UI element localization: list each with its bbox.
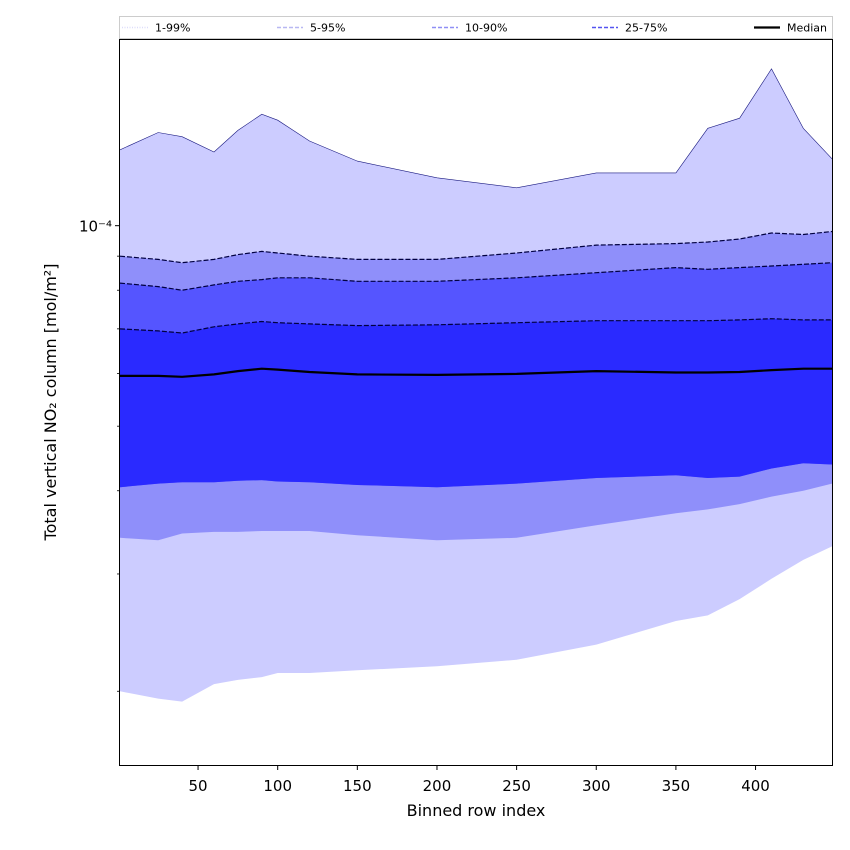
median-line xyxy=(120,367,832,378)
y-tick-label: 10⁻⁴ xyxy=(79,218,112,236)
y-axis-title: Total vertical NO₂ column [mol/m²] xyxy=(41,264,60,542)
axes-frame xyxy=(119,39,833,766)
band-25-75pct xyxy=(120,318,832,488)
plot-area xyxy=(120,68,832,702)
y-axis: 10⁻⁴ xyxy=(79,218,120,692)
legend-label: 5-95% xyxy=(310,22,345,35)
legend-label: 25-75% xyxy=(625,22,667,35)
x-tick-label: 350 xyxy=(662,777,691,795)
x-tick-label: 250 xyxy=(502,777,531,795)
x-tick-label: 400 xyxy=(741,777,770,795)
legend-label: 10-90% xyxy=(465,22,507,35)
band-upper-edge-10-90pct xyxy=(120,262,832,291)
legend-frame xyxy=(119,16,833,39)
x-tick-label: 300 xyxy=(582,777,611,795)
x-tick-label: 150 xyxy=(343,777,372,795)
x-axis-title: Binned row index xyxy=(407,801,546,820)
legend: 1-99% 5-95% 10-90% 25-75% Median xyxy=(119,16,833,39)
x-axis: 50 100 150 200 250 300 350 400 xyxy=(189,765,770,795)
band-upper-edge-1-99pct xyxy=(120,68,832,189)
band-upper-edge-5-95pct xyxy=(120,230,832,264)
band-upper-edge-25-75pct xyxy=(120,318,832,334)
x-tick-label: 200 xyxy=(423,777,452,795)
x-tick-label: 100 xyxy=(263,777,292,795)
legend-label: 1-99% xyxy=(155,22,190,35)
legend-label: Median xyxy=(787,22,827,35)
x-tick-label: 50 xyxy=(189,777,208,795)
